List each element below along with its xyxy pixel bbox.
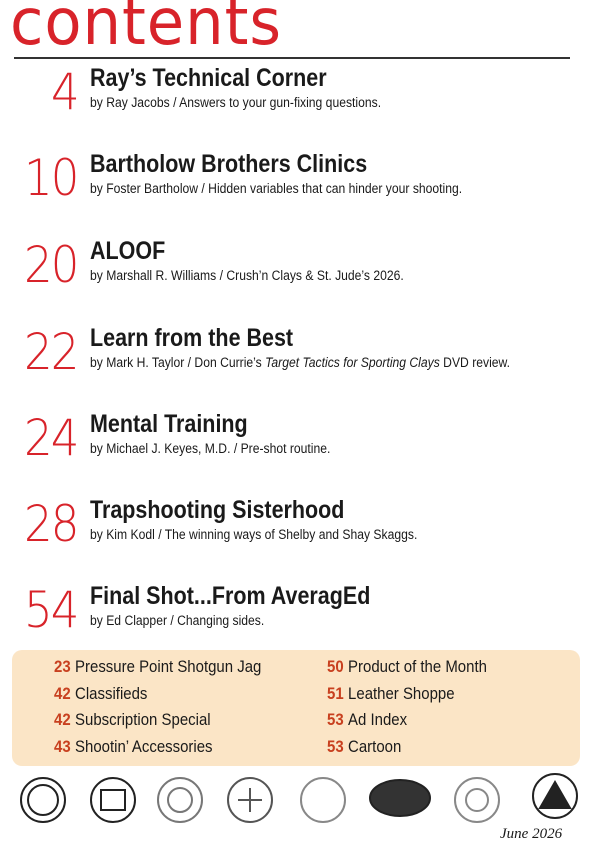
- sidebar-page: 51: [327, 683, 344, 703]
- sidebar-title: Cartoon: [348, 736, 402, 756]
- byline-text: by Kim Kodl / The winning ways of Shelby…: [90, 527, 418, 542]
- sidebar-title: Classifieds: [75, 683, 148, 703]
- page-number: 54: [24, 581, 79, 639]
- issue-date: June 2026: [500, 826, 563, 842]
- entry-title: ALOOF: [90, 237, 166, 265]
- byline-text: by Foster Bartholow / Hidden variables t…: [90, 181, 463, 196]
- entry: 10 Bartholow Brothers Clinics by Foster Ba…: [0, 148, 600, 228]
- sidebar-page: 53: [327, 710, 344, 729]
- sidebar-title: Subscription Special: [75, 710, 211, 729]
- byline: by Michael J. Keyes, M.D. / Pre-shot rou…: [90, 441, 330, 457]
- entry-title: Mental Training: [90, 410, 248, 438]
- sidebar-page: 50: [327, 657, 344, 676]
- byline-text: by Ed Clapper / Changing sides.: [90, 613, 265, 628]
- sidebar-item: 42 Subscription Special: [54, 710, 211, 730]
- byline: by Mark H. Taylor / Don Currie’s Target …: [90, 355, 510, 371]
- sidebar-title: Shootin’ Accessories: [75, 736, 213, 756]
- byline: by Kim Kodl / The winning ways of Shelby…: [90, 527, 417, 543]
- entry: 20 ALOOF by Marshall R. Williams / Crush’n…: [0, 235, 600, 315]
- sidebar-title: Product of the Month: [348, 657, 487, 676]
- byline-text: by Michael J. Keyes, M.D. / Pre-shot rou…: [90, 441, 331, 456]
- byline: by Marshall R. Williams / Crush’n Clays …: [90, 268, 404, 284]
- sidebar-item: 42 Classifieds: [54, 684, 147, 704]
- sidebar-page: 43: [54, 736, 71, 756]
- entry: 28 Trapshooting Sisterhood by Kim Kodl / T…: [0, 494, 600, 574]
- sidebar-page: 53: [327, 736, 344, 756]
- byline-text: by Ray Jacobs / Answers to your gun-fixi…: [90, 95, 382, 110]
- entry-title: Bartholow Brothers Clinics: [90, 150, 368, 178]
- sidebar-item: 53 Ad Index: [327, 710, 407, 730]
- byline-text: by Marshall R. Williams / Crush’n Clays …: [90, 268, 404, 283]
- sidebar-box: 23 Pressure Point Shotgun Jag 42 Classified…: [12, 650, 580, 766]
- page-number: 4: [51, 63, 80, 121]
- page-number: 28: [24, 495, 79, 553]
- entry: 4 Ray’s Technical Corner by Ray Jacobs / A…: [0, 62, 600, 142]
- entry-title: Trapshooting Sisterhood: [90, 496, 345, 524]
- sidebar-item: 50 Product of the Month: [327, 657, 487, 677]
- byline-text: DVD review.: [439, 355, 511, 370]
- sidebar-page: 42: [54, 710, 71, 729]
- byline-italic: Target Tactics for Sporting Clays: [265, 355, 440, 370]
- sidebar-page: 42: [54, 683, 71, 703]
- sidebar-item: 51 Leather Shoppe: [327, 684, 455, 704]
- logo-row: [20, 773, 578, 823]
- byline-text: by Mark H. Taylor / Don Currie’s: [90, 355, 266, 370]
- entry: 24 Mental Training by Michael J. Keyes, M.…: [0, 408, 600, 488]
- sidebar-item: 43 Shootin’ Accessories: [54, 737, 213, 757]
- entry: 54 Final Shot...From AveragEd by Ed Clappe…: [0, 580, 600, 660]
- page-number: 10: [24, 149, 79, 207]
- sidebar-item: 53 Cartoon: [327, 737, 401, 757]
- byline: by Foster Bartholow / Hidden variables t…: [90, 181, 462, 197]
- byline: by Ed Clapper / Changing sides.: [90, 613, 264, 629]
- sidebar-title: Leather Shoppe: [348, 683, 455, 703]
- title-rule: [14, 57, 570, 59]
- sidebar-page: 23: [54, 657, 71, 676]
- page-number: 24: [24, 409, 79, 467]
- byline: by Ray Jacobs / Answers to your gun-fixi…: [90, 95, 381, 111]
- sidebar-item: 23 Pressure Point Shotgun Jag: [54, 657, 261, 677]
- entry: 22 Learn from the Best by Mark H. Taylor /…: [0, 322, 600, 402]
- entry-title: Ray’s Technical Corner: [90, 64, 327, 92]
- sidebar-title: Ad Index: [348, 710, 408, 729]
- page-number: 22: [24, 323, 79, 381]
- entry-title: Learn from the Best: [90, 324, 294, 352]
- page-title: contents: [10, 0, 283, 60]
- sidebar-title: Pressure Point Shotgun Jag: [75, 657, 262, 676]
- page-number: 20: [24, 236, 79, 294]
- entry-title: Final Shot...From AveragEd: [90, 582, 371, 610]
